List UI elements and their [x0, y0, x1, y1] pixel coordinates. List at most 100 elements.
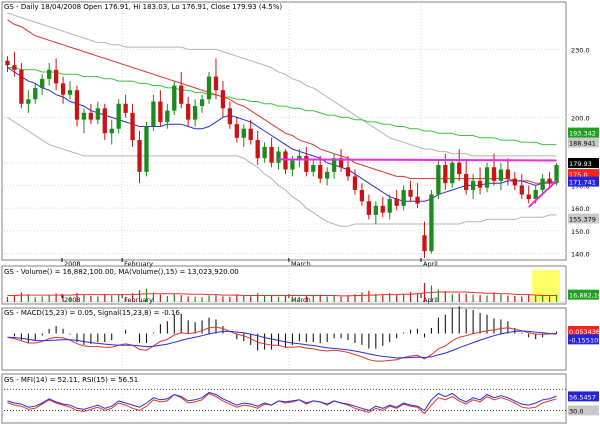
candle-body: [47, 69, 52, 79]
resistance-line: [278, 158, 557, 162]
macd-grid: [121, 310, 422, 368]
candle-body: [5, 60, 10, 66]
trend-line: [528, 180, 558, 208]
value-tag-box: [568, 405, 599, 416]
candle-body: [130, 112, 135, 141]
candle-body: [304, 155, 309, 172]
mfi-rsi-value-tags: 56.5457 30.0: [568, 391, 599, 416]
candle-body: [290, 160, 295, 170]
x-tick-label: March: [291, 296, 311, 304]
value-tag-box: [568, 176, 599, 187]
candle-body: [429, 194, 434, 252]
x-tick-label: April: [423, 260, 438, 268]
candle-body: [283, 151, 288, 170]
candle-body: [53, 69, 59, 84]
y-tick-label: 200.0: [571, 114, 590, 122]
candle-body: [408, 189, 413, 197]
candle-body: [144, 126, 149, 172]
value-tag-box: [568, 127, 599, 138]
value-tag-box: [568, 334, 599, 345]
value-tag-box: [568, 137, 599, 148]
candle-body: [241, 128, 246, 138]
candle-body: [331, 158, 337, 172]
candle-body: [352, 176, 358, 190]
value-tag-label: 171.741: [569, 179, 596, 187]
x-tick-label: April: [423, 296, 438, 304]
candle-body: [95, 108, 100, 120]
y-tick-label: 150.0: [571, 228, 590, 236]
candle-body: [158, 101, 163, 122]
macd-histogram: [13, 306, 558, 351]
candle-body: [116, 103, 121, 129]
candle-body: [505, 169, 511, 179]
candle-body: [172, 85, 177, 111]
candle-body: [276, 151, 281, 163]
volume-panel-title: GS - Volume() = 16,882,100.00, MA(Volume…: [4, 268, 239, 276]
mfi-rsi-panel-title: GS - MFI(14) = 52.11, RSI(15) = 56.51: [4, 376, 138, 384]
candle-body: [436, 165, 441, 195]
macd-panel-frame: [1, 307, 567, 371]
price-panel-title: GS - Daily 18/04/2008 Open 176.91, Hi 18…: [4, 3, 282, 11]
candle-body: [470, 180, 476, 190]
y-tick-label: 140.0: [571, 250, 590, 258]
value-tag-box: [568, 169, 599, 180]
candle-body: [345, 167, 351, 177]
value-tag-box: [568, 289, 599, 300]
candle-body: [359, 189, 365, 202]
candle-body: [213, 76, 219, 91]
value-tag-label: 56.5457: [569, 393, 596, 401]
candle-body: [19, 69, 24, 104]
candle-body: [227, 108, 233, 125]
candle-body: [67, 90, 73, 95]
candle-body: [192, 106, 198, 120]
candle-body: [526, 194, 531, 200]
candle-body: [33, 87, 38, 100]
value-tag-label: 30.0: [569, 407, 583, 415]
drawn-trendlines: [278, 158, 558, 208]
macd-panel-title: GS - MACD(15,23) = 0.05, Signal(15,23,8)…: [4, 309, 180, 317]
macd-value-tags: 0.053436-0.155109: [568, 326, 600, 345]
x-tick-label: February: [124, 260, 153, 268]
candle-body: [366, 201, 372, 215]
candle-body: [415, 196, 420, 204]
volume-value-tags: 16,882,10: [568, 289, 600, 300]
mfi-rsi-panel-frame: [1, 373, 567, 424]
long-moving-average-line: [7, 67, 557, 146]
candle-body: [533, 189, 538, 200]
macd-lines: [7, 326, 557, 362]
candlesticks: [5, 51, 559, 258]
candle-body: [40, 78, 45, 88]
value-tag-label: 193.342: [569, 130, 596, 138]
value-tag-label: 179.93: [569, 160, 592, 168]
candle-body: [109, 128, 114, 134]
candle-body: [554, 165, 559, 184]
candle-body: [311, 165, 316, 172]
candle-body: [519, 185, 524, 195]
y-tick-label: 230.0: [571, 46, 590, 54]
mfi-rsi-panel: 56.5457 30.0 GS - MFI(14) = 52.11, RSI(15…: [1, 373, 599, 424]
candle-body: [394, 199, 399, 206]
candle-body: [422, 235, 427, 252]
candle-body: [464, 174, 469, 190]
candle-body: [269, 146, 274, 163]
lower-band-line: [7, 116, 557, 227]
mfi-rsi-series-line: [7, 391, 557, 412]
candle-body: [401, 189, 406, 206]
value-tag-label: 188.941: [569, 140, 596, 148]
candle-body: [484, 167, 490, 188]
candle-body: [477, 180, 483, 188]
volume-highlight-box: [532, 270, 560, 302]
candle-body: [248, 128, 253, 141]
value-tag-label: -0.155109: [569, 336, 600, 344]
candle-body: [151, 101, 156, 127]
candle-body: [262, 146, 267, 159]
candle-body: [255, 140, 260, 159]
bollinger-bands: [7, 12, 557, 227]
candle-body: [102, 108, 107, 134]
candle-body: [123, 103, 128, 113]
candle-body: [380, 205, 385, 213]
candle-body: [387, 199, 392, 213]
candle-body: [498, 169, 504, 181]
